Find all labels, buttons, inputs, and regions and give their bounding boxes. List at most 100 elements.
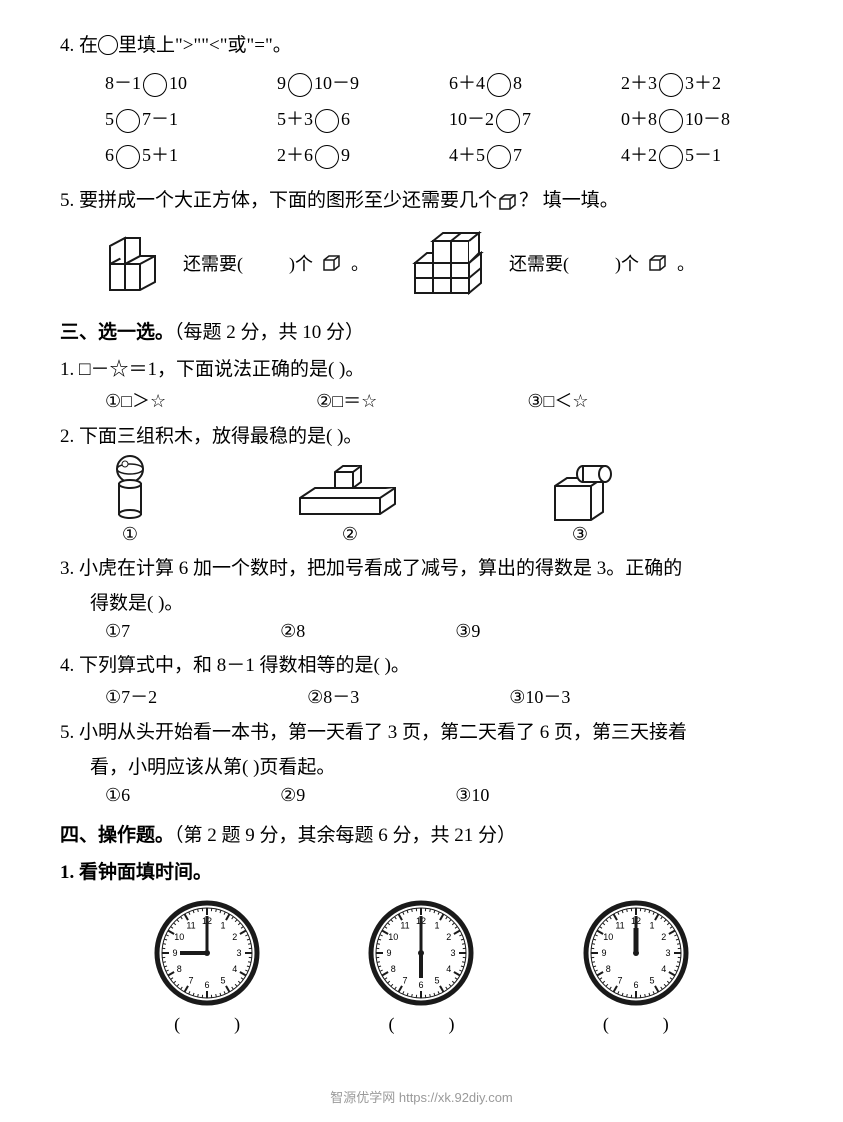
svg-text:4: 4 — [661, 964, 666, 974]
footer-watermark: 智源优学网 https://xk.92diy.com — [0, 1087, 843, 1106]
s3q4-text: 4. 下列算式中，和 8－1 得数相等的是( )。 — [60, 650, 783, 677]
svg-text:8: 8 — [606, 964, 611, 974]
comp-item: 0＋810－8 — [621, 101, 783, 137]
s3q5-line2: 看，小明应该从第( )页看起。 — [60, 752, 783, 779]
svg-text:10: 10 — [174, 932, 184, 942]
svg-text:10: 10 — [603, 932, 613, 942]
comp-left: 5 — [105, 109, 114, 129]
blank-circle-icon[interactable] — [487, 145, 511, 169]
option[interactable]: ③□＜☆ — [527, 387, 588, 413]
blank-circle-icon[interactable] — [315, 145, 339, 169]
svg-text:5: 5 — [649, 975, 654, 985]
s4q1-text: 1. 看钟面填时间。 — [60, 857, 783, 884]
comp-left: 2＋3 — [621, 73, 657, 93]
comp-left: 4＋5 — [449, 145, 485, 165]
cylinder-cube-icon — [545, 464, 615, 522]
svg-text:7: 7 — [403, 975, 408, 985]
q4-text-pre: 4. 在 — [60, 35, 98, 56]
period: 。 — [677, 250, 695, 276]
option[interactable]: ②8 — [280, 621, 305, 642]
cube-stack-large-icon — [409, 227, 501, 299]
option[interactable]: ③10－3 — [509, 683, 570, 709]
clock-item-1: 121234567891011 ( ) — [152, 898, 262, 1035]
svg-text:8: 8 — [391, 964, 396, 974]
comp-right: 5＋1 — [142, 145, 178, 165]
option[interactable]: ③9 — [455, 621, 480, 642]
q5-header: 5. 要拼成一个大正方体，下面的图形至少还需要几个？ 填一填。 — [60, 185, 783, 213]
comp-item: 5＋36 — [277, 101, 439, 137]
block-item-3[interactable]: ③ — [545, 464, 615, 545]
blank-circle-icon[interactable] — [659, 145, 683, 169]
comp-item: 4＋5 7 — [449, 137, 611, 173]
option[interactable]: ②□＝☆ — [316, 387, 377, 413]
clock-item-2: 121234567891011 ( ) — [366, 898, 476, 1035]
comp-right: 5－1 — [685, 145, 721, 165]
comp-right: 9 — [341, 145, 350, 165]
clock-blank[interactable]: ( ) — [366, 1014, 476, 1035]
comp-right: 7 — [513, 145, 522, 165]
comp-item: 910－9 — [277, 65, 439, 101]
section4-title: 四、操作题。（第 2 题 9 分，其余每题 6 分，共 21 分） — [60, 820, 783, 847]
option[interactable]: ①□＞☆ — [105, 387, 166, 413]
svg-text:2: 2 — [447, 932, 452, 942]
q5-text-pre: 5. 要拼成一个大正方体，下面的图形至少还需要几个 — [60, 190, 497, 211]
svg-text:3: 3 — [665, 948, 670, 958]
s3q4-options: ①7－2 ②8－3 ③10－3 — [60, 683, 783, 709]
svg-text:7: 7 — [189, 975, 194, 985]
blank-circle-icon[interactable] — [116, 145, 140, 169]
s3q3-line1: 3. 小虎在计算 6 加一个数时，把加号看成了减号，算出的得数是 3。正确的 — [60, 553, 783, 580]
blank-circle-icon[interactable] — [659, 73, 683, 97]
option[interactable]: ③10 — [455, 785, 489, 806]
option[interactable]: ①6 — [105, 785, 130, 806]
need-text: 还需要( — [509, 250, 569, 276]
cube-plank-icon — [295, 464, 405, 522]
comp-left: 2＋6 — [277, 145, 313, 165]
q5-cube-row: 还需要( )个 。 还需要( )个 。 — [60, 227, 783, 299]
option[interactable]: ①7－2 — [105, 683, 157, 709]
comp-item: 2＋33＋2 — [621, 65, 783, 101]
section4-note: （第 2 题 9 分，其余每题 6 分，共 21 分） — [174, 825, 516, 846]
blank-circle-icon[interactable] — [659, 109, 683, 133]
block-label: ② — [295, 524, 405, 545]
blank-circle-icon[interactable] — [496, 109, 520, 133]
comp-item: 65＋1 — [105, 137, 267, 173]
clock-row: 121234567891011 ( ) 121234567891011 ( ) … — [60, 898, 783, 1035]
block-item-1[interactable]: ① — [105, 454, 155, 545]
blank-circle-icon[interactable] — [315, 109, 339, 133]
svg-text:11: 11 — [186, 920, 195, 930]
q4-comparison-grid: 8－110 910－9 6＋48 2＋33＋2 57－1 5＋36 10－27 … — [60, 65, 783, 173]
comp-left: 5＋3 — [277, 109, 313, 129]
blank-circle-icon[interactable] — [487, 73, 511, 97]
svg-text:11: 11 — [401, 920, 410, 930]
svg-text:1: 1 — [221, 920, 226, 930]
comp-item: 2＋6 9 — [277, 137, 439, 173]
svg-text:5: 5 — [221, 975, 226, 985]
comp-right: 10 — [169, 73, 187, 93]
comp-right: 7－1 — [142, 109, 178, 129]
q4-text-post: 里填上">""<"或"="。 — [118, 35, 292, 56]
section3-title-text: 三、选一选。 — [60, 322, 174, 343]
clock-blank[interactable]: ( ) — [152, 1014, 262, 1035]
clock-blank[interactable]: ( ) — [581, 1014, 691, 1035]
cube-group-1: 还需要( )个 。 — [105, 234, 369, 292]
comp-item: 10－27 — [449, 101, 611, 137]
blank-circle-icon[interactable] — [143, 73, 167, 97]
blank-circle-icon[interactable] — [116, 109, 140, 133]
cube-group-2: 还需要( )个 。 — [409, 227, 695, 299]
option[interactable]: ②9 — [280, 785, 305, 806]
option[interactable]: ①7 — [105, 621, 130, 642]
need-text: 还需要( — [183, 250, 243, 276]
block-item-2[interactable]: ② — [295, 464, 405, 545]
svg-text:9: 9 — [601, 948, 606, 958]
svg-text:9: 9 — [173, 948, 178, 958]
clock-item-3: 121234567891011 ( ) — [581, 898, 691, 1035]
period: 。 — [351, 250, 369, 276]
cube-icon — [647, 252, 669, 274]
s3q5-options: ①6 ②9 ③10 — [60, 785, 783, 806]
comp-left: 4＋2 — [621, 145, 657, 165]
option[interactable]: ②8－3 — [307, 683, 359, 709]
block-label: ① — [105, 524, 155, 545]
blank-circle-icon[interactable] — [288, 73, 312, 97]
comp-left: 6＋4 — [449, 73, 485, 93]
comp-item: 4＋2 5－1 — [621, 137, 783, 173]
